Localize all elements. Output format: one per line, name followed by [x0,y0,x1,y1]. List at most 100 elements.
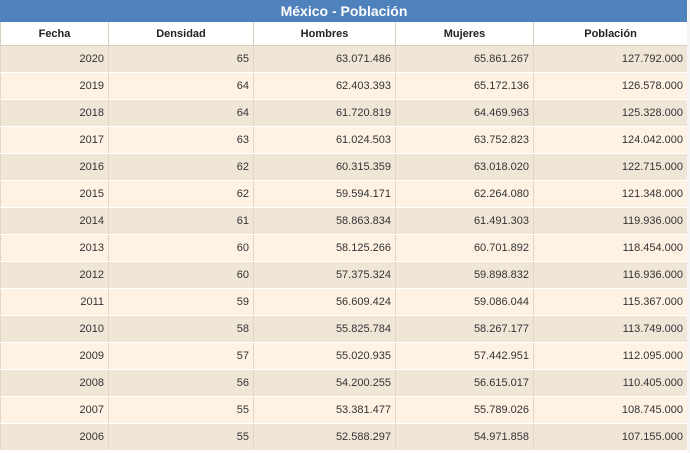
cell-hombres: 58.863.834 [253,207,396,235]
table-row: 2015 62 59.594.171 62.264.080 121.348.00… [0,180,689,208]
cell-densidad: 60 [108,261,254,289]
cell-mujeres: 65.861.267 [395,45,534,73]
table-row: 2006 55 52.588.297 54.971.858 107.155.00… [0,423,689,451]
cell-densidad: 57 [108,342,254,370]
cell-hombres: 63.071.486 [253,45,396,73]
cell-fecha: 2018 [0,99,109,127]
cell-mujeres: 59.898.832 [395,261,534,289]
cell-hombres: 55.825.784 [253,315,396,343]
cell-fecha: 2015 [0,180,109,208]
cell-fecha: 2007 [0,396,109,424]
cell-mujeres: 61.491.303 [395,207,534,235]
table-header-row: Fecha Densidad Hombres Mujeres Población [0,21,689,46]
table-title-row: México - Población [0,0,689,22]
column-header-fecha[interactable]: Fecha [0,21,109,46]
cell-densidad: 65 [108,45,254,73]
table-body: 2020 65 63.071.486 65.861.267 127.792.00… [0,45,689,451]
cell-fecha: 2011 [0,288,109,316]
column-header-poblacion[interactable]: Población [532,21,689,46]
cell-mujeres: 60.701.892 [395,234,534,262]
table-title: México - Población [0,0,689,22]
cell-poblacion: 127.792.000 [533,45,689,73]
cell-fecha: 2009 [0,342,109,370]
cell-densidad: 56 [108,369,254,397]
cell-hombres: 57.375.324 [253,261,396,289]
cell-fecha: 2020 [0,45,109,73]
cell-mujeres: 58.267.177 [395,315,534,343]
cell-densidad: 64 [108,72,254,100]
cell-densidad: 63 [108,126,254,154]
cell-mujeres: 63.752.823 [395,126,534,154]
cell-poblacion: 108.745.000 [533,396,689,424]
cell-mujeres: 56.615.017 [395,369,534,397]
cell-fecha: 2006 [0,423,109,451]
cell-densidad: 55 [108,423,254,451]
cell-poblacion: 107.155.000 [533,423,689,451]
table-row: 2018 64 61.720.819 64.469.963 125.328.00… [0,99,689,127]
cell-fecha: 2014 [0,207,109,235]
cell-densidad: 64 [108,99,254,127]
cell-mujeres: 64.469.963 [395,99,534,127]
cell-fecha: 2019 [0,72,109,100]
cell-mujeres: 62.264.080 [395,180,534,208]
cell-poblacion: 125.328.000 [533,99,689,127]
cell-poblacion: 110.405.000 [533,369,689,397]
cell-fecha: 2017 [0,126,109,154]
cell-hombres: 62.403.393 [253,72,396,100]
cell-densidad: 60 [108,234,254,262]
table-row: 2019 64 62.403.393 65.172.136 126.578.00… [0,72,689,100]
cell-mujeres: 63.018.020 [395,153,534,181]
table-row: 2016 62 60.315.359 63.018.020 122.715.00… [0,153,689,181]
table-row: 2011 59 56.609.424 59.086.044 115.367.00… [0,288,689,316]
cell-hombres: 61.720.819 [253,99,396,127]
cell-poblacion: 119.936.000 [533,207,689,235]
cell-poblacion: 115.367.000 [533,288,689,316]
cell-hombres: 53.381.477 [253,396,396,424]
cell-hombres: 54.200.255 [253,369,396,397]
cell-poblacion: 122.715.000 [533,153,689,181]
cell-poblacion: 126.578.000 [533,72,689,100]
cell-densidad: 58 [108,315,254,343]
table-row: 2007 55 53.381.477 55.789.026 108.745.00… [0,396,689,424]
table-row: 2010 58 55.825.784 58.267.177 113.749.00… [0,315,689,343]
table-row: 2014 61 58.863.834 61.491.303 119.936.00… [0,207,689,235]
cell-hombres: 61.024.503 [253,126,396,154]
cell-densidad: 59 [108,288,254,316]
table-row: 2009 57 55.020.935 57.442.951 112.095.00… [0,342,689,370]
cell-densidad: 61 [108,207,254,235]
table-row: 2017 63 61.024.503 63.752.823 124.042.00… [0,126,689,154]
cell-densidad: 55 [108,396,254,424]
column-header-mujeres[interactable]: Mujeres [395,21,534,46]
cell-fecha: 2013 [0,234,109,262]
cell-mujeres: 57.442.951 [395,342,534,370]
cell-fecha: 2012 [0,261,109,289]
cell-hombres: 55.020.935 [253,342,396,370]
table-row: 2008 56 54.200.255 56.615.017 110.405.00… [0,369,689,397]
cell-poblacion: 112.095.000 [533,342,689,370]
column-header-densidad[interactable]: Densidad [108,21,254,46]
cell-mujeres: 59.086.044 [395,288,534,316]
table-row: 2020 65 63.071.486 65.861.267 127.792.00… [0,45,689,73]
cell-hombres: 56.609.424 [253,288,396,316]
cell-poblacion: 113.749.000 [533,315,689,343]
cell-fecha: 2010 [0,315,109,343]
scrollbar-edge[interactable] [687,0,690,453]
column-header-hombres[interactable]: Hombres [253,21,396,46]
cell-poblacion: 116.936.000 [533,261,689,289]
cell-hombres: 52.588.297 [253,423,396,451]
cell-hombres: 60.315.359 [253,153,396,181]
cell-mujeres: 54.971.858 [395,423,534,451]
cell-densidad: 62 [108,180,254,208]
table-row: 2013 60 58.125.266 60.701.892 118.454.00… [0,234,689,262]
cell-mujeres: 55.789.026 [395,396,534,424]
cell-poblacion: 121.348.000 [533,180,689,208]
cell-mujeres: 65.172.136 [395,72,534,100]
cell-poblacion: 118.454.000 [533,234,689,262]
cell-hombres: 59.594.171 [253,180,396,208]
cell-poblacion: 124.042.000 [533,126,689,154]
cell-densidad: 62 [108,153,254,181]
cell-fecha: 2016 [0,153,109,181]
cell-hombres: 58.125.266 [253,234,396,262]
